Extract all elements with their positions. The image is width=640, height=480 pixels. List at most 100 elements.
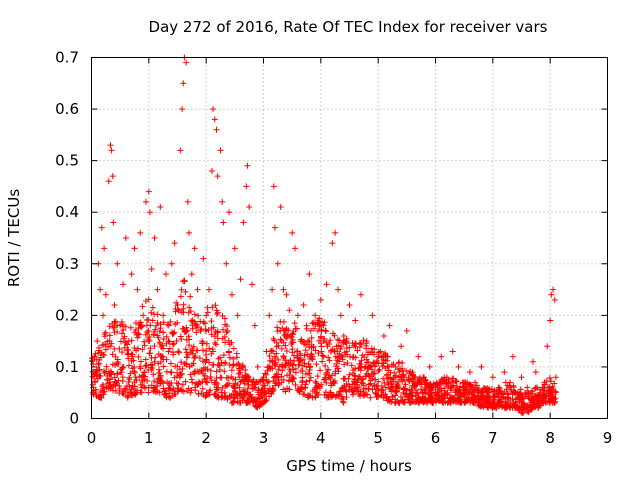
- data-point: [140, 312, 147, 319]
- data-point: [243, 183, 250, 190]
- data-point: [359, 376, 366, 383]
- data-point: [117, 366, 124, 373]
- data-point: [180, 80, 187, 87]
- data-point: [215, 355, 222, 362]
- data-point: [111, 329, 118, 336]
- data-point: [464, 380, 471, 387]
- data-point: [389, 387, 396, 394]
- data-point: [342, 387, 349, 394]
- data-point: [464, 386, 471, 393]
- data-point: [532, 369, 539, 376]
- data-point: [182, 378, 189, 385]
- data-point: [100, 351, 107, 358]
- data-point: [343, 394, 350, 401]
- data-point: [120, 388, 127, 395]
- data-point: [432, 395, 439, 402]
- data-point: [165, 348, 172, 355]
- data-point: [272, 382, 279, 389]
- data-point: [434, 391, 441, 398]
- data-point: [95, 361, 102, 368]
- data-point: [125, 355, 132, 362]
- data-point: [355, 365, 362, 372]
- data-point: [318, 326, 325, 333]
- data-point: [280, 318, 287, 325]
- data-point: [154, 379, 161, 386]
- data-point: [383, 394, 390, 401]
- grid-lines: [91, 57, 608, 419]
- data-point: [297, 338, 304, 345]
- data-point: [101, 245, 108, 252]
- data-point: [319, 352, 326, 359]
- data-point: [334, 336, 341, 343]
- data-point: [187, 308, 194, 315]
- data-point: [208, 167, 215, 174]
- data-point: [192, 353, 199, 360]
- data-point: [151, 378, 158, 385]
- data-point: [326, 357, 333, 364]
- data-point: [175, 348, 182, 355]
- data-point: [375, 353, 382, 360]
- data-point: [262, 370, 269, 377]
- x-tick-label: 6: [431, 429, 441, 447]
- data-point: [371, 370, 378, 377]
- data-point: [303, 322, 310, 329]
- data-point: [445, 380, 452, 387]
- data-point: [204, 379, 211, 386]
- data-point: [174, 373, 181, 380]
- data-point: [178, 286, 185, 293]
- data-point: [370, 371, 377, 378]
- data-point: [290, 366, 297, 373]
- data-point: [461, 399, 468, 406]
- data-point: [154, 388, 161, 395]
- data-point: [130, 357, 137, 364]
- data-point: [344, 359, 351, 366]
- data-point: [169, 330, 176, 337]
- data-point: [289, 330, 296, 337]
- data-point: [112, 378, 119, 385]
- data-point: [249, 281, 256, 288]
- data-point: [112, 318, 119, 325]
- data-point: [282, 333, 289, 340]
- data-point: [213, 368, 220, 375]
- data-point: [314, 327, 321, 334]
- data-point: [375, 387, 382, 394]
- data-point: [269, 286, 276, 293]
- data-point: [226, 354, 233, 361]
- data-point: [270, 348, 277, 355]
- data-point: [184, 327, 191, 334]
- data-point: [197, 327, 204, 334]
- data-point: [183, 59, 190, 66]
- data-point: [441, 395, 448, 402]
- data-point: [525, 408, 532, 415]
- data-point: [512, 389, 519, 396]
- data-point: [443, 374, 450, 381]
- data-point: [153, 383, 160, 390]
- data-point: [247, 391, 254, 398]
- data-point: [170, 341, 177, 348]
- data-point: [217, 374, 224, 381]
- data-point: [302, 371, 309, 378]
- data-point: [213, 311, 220, 318]
- data-point: [502, 399, 509, 406]
- data-point: [131, 369, 138, 376]
- data-point: [392, 373, 399, 380]
- data-point: [279, 325, 286, 332]
- data-point: [255, 400, 262, 407]
- data-point: [357, 291, 364, 298]
- data-point: [203, 312, 210, 319]
- data-point: [374, 392, 381, 399]
- data-point: [543, 390, 550, 397]
- data-point: [116, 382, 123, 389]
- data-point: [509, 396, 516, 403]
- data-point: [501, 405, 508, 412]
- data-point: [279, 361, 286, 368]
- data-point: [138, 389, 145, 396]
- data-point: [262, 396, 269, 403]
- data-point: [329, 240, 336, 247]
- data-point: [142, 373, 149, 380]
- data-point: [108, 147, 115, 154]
- data-point: [192, 368, 199, 375]
- data-point: [137, 229, 144, 236]
- data-point: [392, 387, 399, 394]
